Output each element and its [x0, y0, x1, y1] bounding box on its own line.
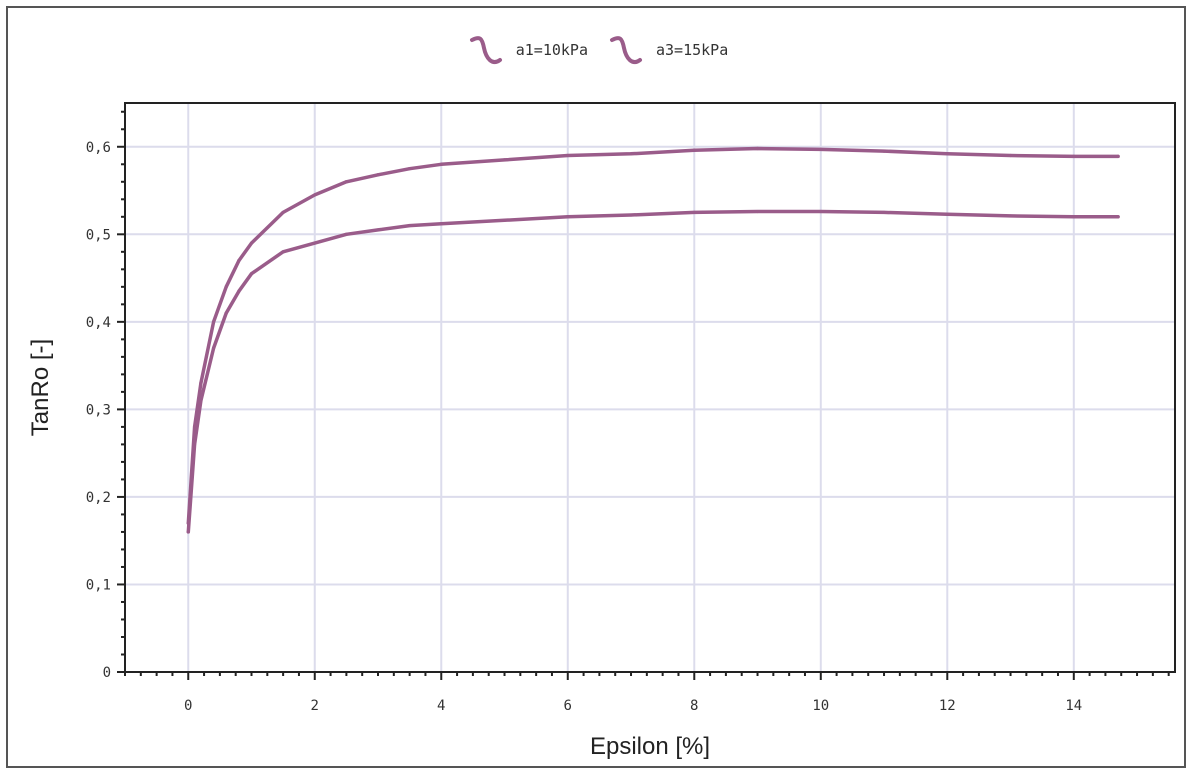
data-point-a3 — [819, 147, 823, 151]
y-tick-label-6: 0,6 — [86, 140, 111, 156]
data-point-a1 — [882, 210, 886, 215]
data-point-a1 — [945, 212, 949, 216]
y-tick-label-3: 0,3 — [86, 402, 111, 418]
chart-legend: a1=10kPa a3=15kPa — [0, 30, 1194, 70]
data-point-a3 — [945, 152, 949, 156]
data-point-a1 — [566, 215, 570, 219]
data-point-a1 — [281, 250, 285, 254]
data-point-a1 — [1072, 215, 1076, 219]
y-tick-label-0: 0 — [103, 665, 111, 681]
data-point-a3 — [344, 180, 348, 184]
legend-swatch-a3-icon — [610, 36, 642, 65]
series-line-a3 — [186, 146, 1120, 525]
x-tick-label-4: 8 — [690, 698, 698, 714]
data-point-a1 — [1116, 215, 1120, 219]
legend-swatch-a1-icon — [469, 36, 502, 65]
data-point-a1 — [692, 210, 696, 215]
data-point-a3 — [224, 285, 228, 289]
data-point-a3 — [439, 162, 443, 166]
data-point-a1 — [237, 289, 241, 293]
y-axis-label: TanRo [-] — [27, 339, 54, 436]
data-point-a1 — [224, 311, 228, 315]
x-tick-label-6: 12 — [939, 698, 956, 714]
data-point-a3 — [237, 258, 241, 263]
data-point-a3 — [566, 153, 570, 158]
data-point-a3 — [199, 381, 203, 385]
data-point-a3 — [313, 193, 317, 197]
data-point-a1 — [1008, 214, 1013, 218]
y-tick-label-5: 0,5 — [86, 227, 111, 243]
data-point-a1 — [344, 232, 348, 236]
legend-label-a1: a1=10kPa — [515, 41, 588, 59]
data-point-a1 — [755, 209, 760, 214]
plot-area — [125, 103, 1175, 672]
data-point-a3 — [376, 173, 380, 177]
data-point-a1 — [819, 209, 823, 214]
plot-border — [124, 102, 1176, 673]
data-point-a1 — [376, 228, 380, 232]
legend-label-a3: a3=15kPa — [656, 41, 729, 59]
data-point-a3 — [882, 149, 886, 153]
data-point-a1 — [502, 218, 507, 222]
data-point-a3 — [629, 152, 633, 156]
data-point-a1 — [629, 213, 633, 217]
legend-item-a3: a3=15kPa — [606, 32, 728, 68]
data-point-a1 — [439, 222, 443, 226]
data-point-a3 — [408, 167, 412, 171]
data-point-a1 — [408, 223, 412, 228]
data-point-a3 — [249, 241, 254, 245]
data-point-a3 — [1072, 154, 1076, 158]
data-point-a1 — [313, 241, 317, 245]
y-tick-label-1: 0,1 — [86, 577, 111, 593]
data-point-a1 — [211, 346, 216, 350]
data-point-a3 — [211, 320, 216, 324]
data-point-a3 — [502, 158, 507, 162]
y-tick-label-2: 0,2 — [86, 490, 111, 506]
x-tick-label-5: 10 — [812, 698, 829, 714]
data-point-a3 — [1116, 154, 1120, 158]
y-tick-label-4: 0,4 — [86, 315, 111, 331]
x-tick-label-3: 6 — [564, 698, 572, 714]
data-point-a3 — [755, 146, 760, 151]
data-point-a3 — [186, 521, 190, 525]
data-point-a3 — [1008, 153, 1013, 158]
data-point-a1 — [186, 530, 190, 534]
data-point-a3 — [192, 425, 197, 429]
data-point-a1 — [249, 272, 254, 276]
data-point-a3 — [692, 148, 696, 152]
x-tick-label-1: 2 — [311, 698, 319, 714]
legend-item-a1: a1=10kPa — [466, 32, 588, 68]
x-tick-label-2: 4 — [437, 698, 445, 714]
series-line-a1 — [186, 209, 1120, 534]
data-point-a3 — [281, 210, 285, 215]
x-axis-label: Epsilon [%] — [590, 733, 710, 760]
x-tick-label-7: 14 — [1065, 698, 1082, 714]
x-tick-label-0: 0 — [184, 698, 192, 714]
